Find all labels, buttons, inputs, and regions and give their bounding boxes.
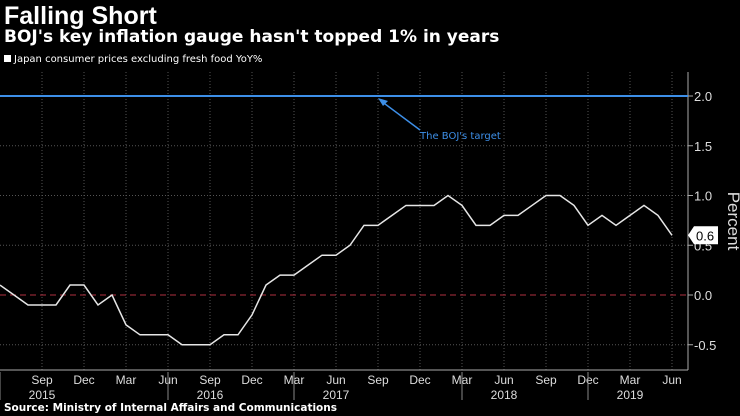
target-annotation: The BOJ's target (419, 131, 501, 142)
y-tick-label: -0.5 (694, 338, 716, 353)
x-tick-label: Sep (31, 373, 53, 387)
target-arrow (380, 100, 421, 131)
x-tick-label: Dec (409, 373, 430, 387)
year-label: 2016 (197, 388, 224, 402)
x-tick-label: Jun (326, 373, 345, 387)
chart-title: Falling Short (4, 2, 157, 30)
year-label: 2017 (323, 388, 350, 402)
year-label: 2018 (491, 388, 518, 402)
x-tick-label: Jun (494, 373, 513, 387)
year-label: 2015 (29, 388, 56, 402)
last-value-label: 0.6 (696, 228, 714, 243)
y-tick-label: 1.0 (694, 189, 712, 204)
source-note: Source: Ministry of Internal Affairs and… (4, 402, 338, 414)
x-tick-label: Mar (116, 373, 137, 387)
x-tick-label: Sep (199, 373, 221, 387)
x-tick-label: Sep (367, 373, 389, 387)
x-tick-label: Dec (241, 373, 262, 387)
last-value-badge (688, 226, 718, 245)
y-tick-label: 1.5 (694, 139, 712, 154)
chart-subtitle: BOJ's key inflation gauge hasn't topped … (4, 27, 500, 47)
target-arrowhead (378, 98, 388, 106)
legend: Japan consumer prices excluding fresh fo… (4, 54, 262, 65)
y-tick-label: 2.0 (694, 89, 712, 104)
year-label: 2019 (617, 388, 644, 402)
x-tick-label: Mar (620, 373, 641, 387)
y-tick-label: 0.0 (694, 288, 712, 303)
legend-swatch (4, 55, 11, 62)
x-tick-label: Dec (73, 373, 94, 387)
cpi-line (0, 194, 673, 346)
x-tick-label: Jun (662, 373, 681, 387)
x-tick-label: Sep (535, 373, 557, 387)
y-axis-title: Percent (724, 192, 740, 251)
legend-label: Japan consumer prices excluding fresh fo… (14, 54, 263, 65)
